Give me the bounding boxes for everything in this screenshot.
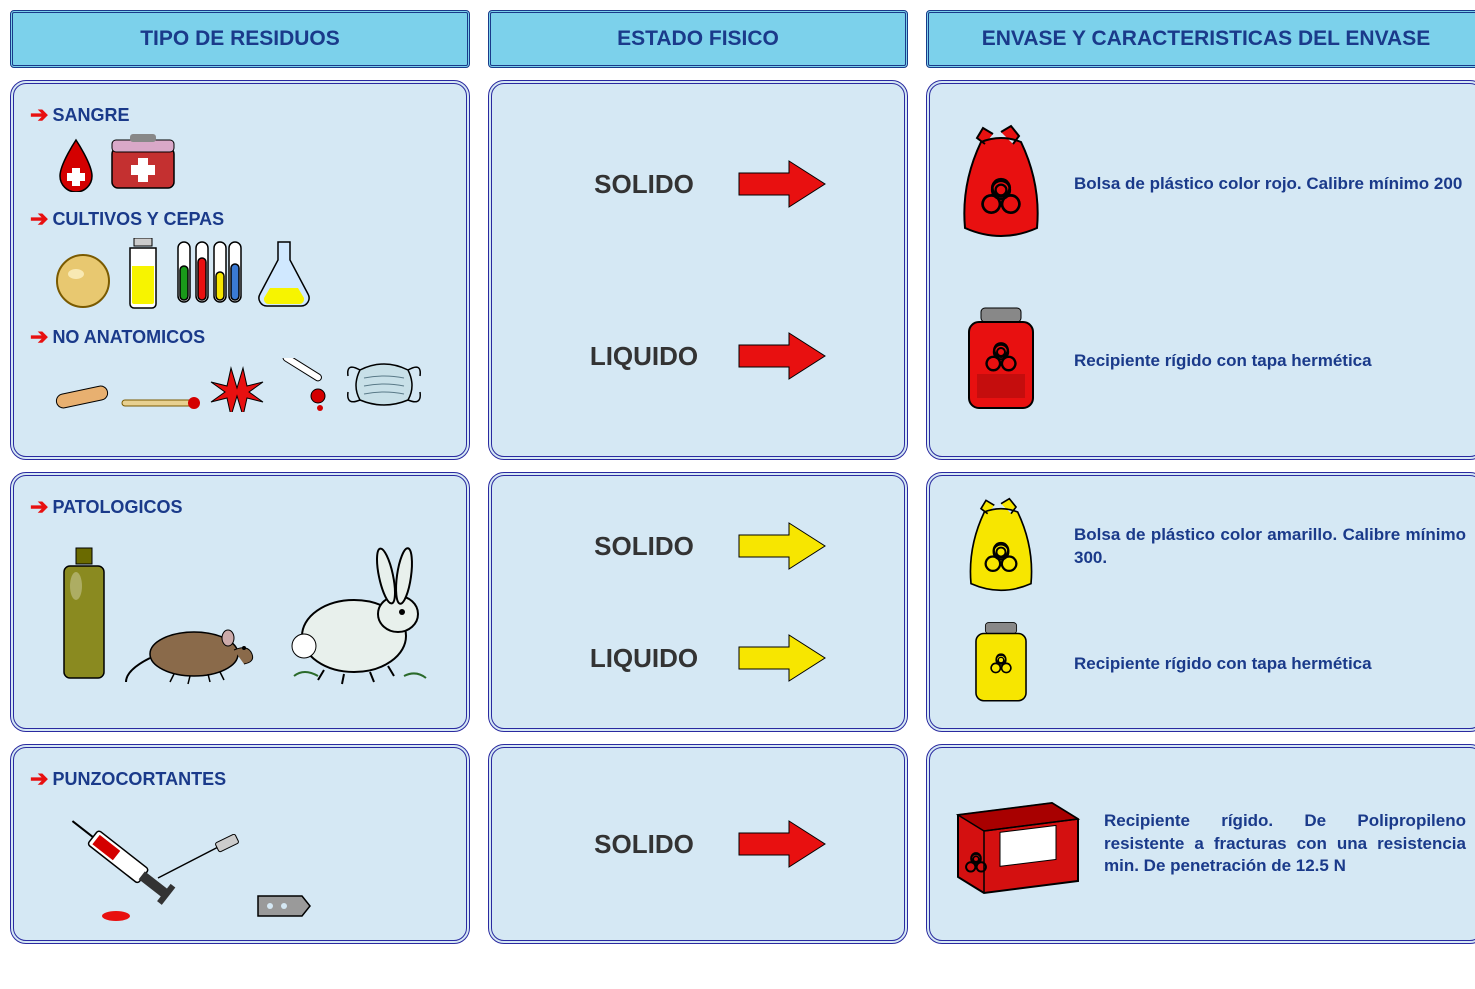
- arrow-right-icon: [737, 521, 827, 571]
- envase-row: Bolsa de plástico color rojo. Calibre mí…: [946, 124, 1466, 244]
- envase-box-row3: Recipiente rígido. De Polipropileno resi…: [926, 744, 1475, 944]
- swab-icon: [120, 394, 200, 412]
- category-label: SANGRE: [52, 105, 129, 126]
- envase-box-row2: Bolsa de plástico color amarillo. Calibr…: [926, 472, 1475, 732]
- header-envase: ENVASE Y CARACTERISTICAS DEL ENVASE: [926, 10, 1475, 68]
- bullet-arrow-icon: ➔: [30, 104, 48, 126]
- icon-row-cultivos: [30, 234, 450, 320]
- envase-row: Recipiente rígido con tapa hermética: [946, 621, 1466, 707]
- bullet-arrow-icon: ➔: [30, 768, 48, 790]
- splash-icon: [210, 364, 264, 412]
- envase-row: Recipiente rígido. De Polipropileno resi…: [946, 789, 1466, 899]
- bullet-arrow-icon: ➔: [30, 496, 48, 518]
- bandage-icon: [54, 382, 110, 412]
- estado-box-row3: SOLIDO: [488, 744, 908, 944]
- bullet-arrow-icon: ➔: [30, 208, 48, 230]
- jar-biohazard-icon: [968, 621, 1034, 707]
- envase-text: Recipiente rígido con tapa hermética: [1074, 350, 1466, 373]
- flask-icon: [254, 238, 314, 310]
- medkit-icon: [108, 134, 178, 192]
- icon-row-noanatomicos: [30, 352, 450, 422]
- icon-row-patologicos: [30, 522, 450, 696]
- blade-icon: [254, 888, 314, 924]
- category-label: CULTIVOS Y CEPAS: [52, 209, 224, 230]
- estado-box-row1: SOLIDO LIQUIDO: [488, 80, 908, 460]
- tipo-box-row3: ➔ PUNZOCORTANTES: [10, 744, 470, 944]
- arrow-right-icon: [737, 633, 827, 683]
- petri-dish-icon: [54, 252, 112, 310]
- blood-drop-icon: [54, 138, 98, 192]
- bag-icon: [951, 124, 1051, 244]
- tipo-box-row2: ➔ PATOLOGICOS: [10, 472, 470, 732]
- envase-text: Recipiente rígido. De Polipropileno resi…: [1104, 810, 1466, 879]
- bag-icon: [956, 497, 1046, 597]
- category-label: PUNZOCORTANTES: [52, 769, 226, 790]
- jar-biohazard-icon: [959, 306, 1043, 416]
- arrow-right-icon: [737, 159, 827, 209]
- state-row: SOLIDO: [508, 819, 888, 869]
- category-patologicos: ➔ PATOLOGICOS: [30, 496, 450, 518]
- state-label: SOLIDO: [569, 829, 719, 860]
- rat-icon: [124, 596, 264, 686]
- sharps-container-icon: [946, 789, 1086, 899]
- envase-row: Bolsa de plástico color amarillo. Calibr…: [946, 497, 1466, 597]
- bullet-arrow-icon: ➔: [30, 326, 48, 348]
- needle-icon: [154, 834, 244, 884]
- state-label: SOLIDO: [569, 169, 719, 200]
- infographic-grid: TIPO DE RESIDUOS ESTADO FISICO ENVASE Y …: [10, 10, 1465, 944]
- icon-row-punzocortantes: [30, 794, 450, 934]
- category-sangre: ➔ SANGRE: [30, 104, 450, 126]
- state-row: LIQUIDO: [508, 331, 888, 381]
- state-row: SOLIDO: [508, 159, 888, 209]
- envase-text: Bolsa de plástico color rojo. Calibre mí…: [1074, 173, 1466, 196]
- header-tipo: TIPO DE RESIDUOS: [10, 10, 470, 68]
- category-cultivos: ➔ CULTIVOS Y CEPAS: [30, 208, 450, 230]
- arrow-right-icon: [737, 331, 827, 381]
- envase-text: Bolsa de plástico color amarillo. Calibr…: [1074, 524, 1466, 570]
- tipo-box-row1: ➔ SANGRE ➔ CULTIVOS Y CEPAS ➔ NO ANATOMI…: [10, 80, 470, 460]
- category-label: NO ANATOMICOS: [52, 327, 205, 348]
- state-row: SOLIDO: [508, 521, 888, 571]
- state-label: LIQUIDO: [569, 341, 719, 372]
- category-punzocortantes: ➔ PUNZOCORTANTES: [30, 768, 450, 790]
- mask-icon: [344, 356, 424, 412]
- state-label: SOLIDO: [569, 531, 719, 562]
- category-label: PATOLOGICOS: [52, 497, 182, 518]
- envase-row: Recipiente rígido con tapa hermética: [946, 306, 1466, 416]
- envase-text: Recipiente rígido con tapa hermética: [1074, 653, 1466, 676]
- header-estado: ESTADO FISICO: [488, 10, 908, 68]
- thermometer-icon: [274, 358, 334, 412]
- category-noanatomicos: ➔ NO ANATOMICOS: [30, 326, 450, 348]
- arrow-right-icon: [737, 819, 827, 869]
- envase-box-row1: Bolsa de plástico color rojo. Calibre mí…: [926, 80, 1475, 460]
- state-row: LIQUIDO: [508, 633, 888, 683]
- icon-row-sangre: [30, 130, 450, 202]
- rabbit-icon: [274, 536, 434, 686]
- jar-yellow-icon: [122, 238, 164, 310]
- estado-box-row2: SOLIDO LIQUIDO: [488, 472, 908, 732]
- state-label: LIQUIDO: [569, 643, 719, 674]
- bottle-olive-icon: [54, 546, 114, 686]
- test-tubes-icon: [174, 238, 244, 310]
